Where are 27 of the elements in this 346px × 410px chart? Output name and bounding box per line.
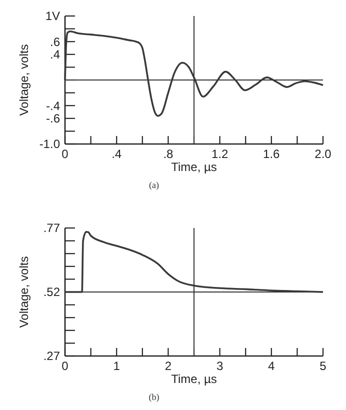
y-tick-label: .52 bbox=[43, 285, 60, 300]
x-tick-label: 0 bbox=[62, 359, 69, 373]
x-tick-label: .4 bbox=[112, 147, 122, 161]
x-tick-label: 2.0 bbox=[314, 147, 332, 161]
x-tick-label: 1.2 bbox=[211, 147, 228, 161]
y-tick-label: .27 bbox=[43, 349, 60, 364]
y-tick-label: -.4 bbox=[46, 98, 60, 113]
text: (b) bbox=[148, 392, 160, 402]
y-tick-label: -.6 bbox=[46, 112, 60, 126]
x-tick-label: 2 bbox=[164, 359, 172, 373]
x-tick-label: 1 bbox=[113, 359, 120, 373]
x-tick-label: 4 bbox=[268, 359, 276, 373]
y-axis-title: Voltage, volts bbox=[17, 256, 31, 328]
y-tick-label: .77 bbox=[43, 221, 60, 236]
x-axis-title: Time, µs bbox=[171, 372, 217, 386]
y-tick-label: 1V bbox=[45, 9, 60, 24]
y-tick-label: .4 bbox=[50, 48, 60, 62]
x-axis-title: Time, µs bbox=[171, 160, 217, 174]
x-tick-label: 1.6 bbox=[263, 147, 280, 161]
text: (a) bbox=[149, 180, 159, 190]
y-tick-label: -1.0 bbox=[39, 137, 60, 152]
x-tick-label: 3 bbox=[216, 359, 224, 373]
x-tick-label: 0 bbox=[62, 147, 69, 161]
x-tick-label: .8 bbox=[163, 147, 174, 161]
y-axis-title: Voltage, volts bbox=[17, 44, 31, 116]
x-tick-label: 5 bbox=[320, 359, 327, 373]
y-tick-label: .6 bbox=[50, 34, 60, 49]
